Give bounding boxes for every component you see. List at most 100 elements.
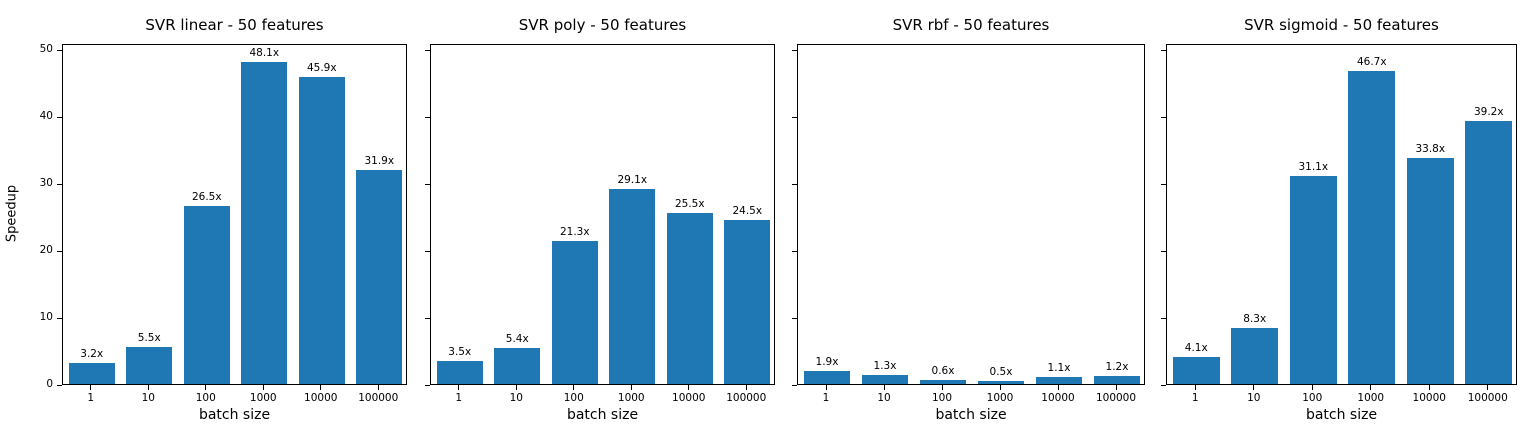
- x-tick-label: 10: [509, 392, 523, 404]
- y-tick-mark: [792, 384, 797, 386]
- chart-title: SVR sigmoid - 50 features: [1244, 16, 1439, 34]
- x-tick-mark: [1370, 385, 1372, 390]
- bar: [1348, 71, 1396, 384]
- y-tick-label: 20: [39, 244, 53, 256]
- bar: [666, 213, 713, 384]
- y-tick-mark: [57, 250, 62, 252]
- x-tick-mark: [458, 385, 460, 390]
- bar: [1093, 375, 1141, 384]
- x-tick-label: 1: [87, 392, 95, 404]
- bar: [68, 362, 115, 384]
- bar: [494, 347, 541, 384]
- plot-area: 3.5x 5.4x 21.3x 29.1x 25.5x 24.5x: [430, 44, 775, 385]
- y-tick-mark: [57, 49, 62, 51]
- x-tick-label: 100: [931, 392, 953, 404]
- x-tick-label: 100000: [1095, 392, 1137, 404]
- bar: [126, 347, 173, 384]
- x-tick-mark: [1057, 385, 1059, 390]
- x-tick-mark: [745, 385, 747, 390]
- x-tick-label: 1000: [249, 392, 277, 404]
- bar-value-label: 4.1x: [1184, 341, 1208, 354]
- bar-value-label: 3.2x: [80, 347, 104, 360]
- x-tick-label: 100000: [1467, 392, 1508, 404]
- x-tick-mark: [320, 385, 322, 390]
- y-tick-mark: [792, 183, 797, 185]
- y-tick-mark: [425, 49, 430, 51]
- bar-value-label: 5.4x: [505, 332, 529, 345]
- bar: [356, 170, 403, 384]
- x-tick-mark: [262, 385, 264, 390]
- bar-value-label: 24.5x: [732, 204, 763, 217]
- y-tick-mark: [57, 116, 62, 118]
- x-tick-label: 100: [1302, 392, 1323, 404]
- x-tick-mark: [1428, 385, 1430, 390]
- x-tick-label: 100000: [726, 392, 767, 404]
- x-tick-mark: [147, 385, 149, 390]
- y-tick-mark: [792, 116, 797, 118]
- x-axis-label: batch size: [566, 407, 639, 423]
- y-tick-mark: [792, 49, 797, 51]
- bar-value-label: 48.1x: [249, 46, 280, 59]
- x-tick-mark: [573, 385, 575, 390]
- bar: [1289, 175, 1337, 384]
- bar: [919, 379, 967, 384]
- y-tick-mark: [1161, 116, 1166, 118]
- y-tick-mark: [1161, 49, 1166, 51]
- bar-value-label: 3.5x: [448, 345, 472, 358]
- y-tick-label: 50: [39, 43, 53, 56]
- x-tick-label: 100000: [358, 392, 399, 404]
- y-tick-mark: [425, 317, 430, 319]
- x-tick-label: 10000: [1412, 392, 1446, 404]
- bar-value-label: 45.9x: [306, 61, 337, 74]
- x-tick-mark: [1115, 385, 1117, 390]
- x-tick-label: 1: [1191, 392, 1199, 404]
- bar-value-label: 26.5x: [191, 191, 222, 204]
- bar-value-label: 0.5x: [989, 365, 1013, 378]
- bar-value-label: 25.5x: [674, 198, 705, 211]
- x-tick-label: 10: [141, 392, 155, 404]
- x-tick-label: 1: [455, 392, 463, 404]
- bar-value-label: 29.1x: [617, 174, 648, 187]
- bar-value-label: 46.7x: [1356, 56, 1387, 69]
- bar: [1172, 356, 1220, 384]
- bar-value-label: 8.3x: [1243, 313, 1267, 326]
- x-tick-mark: [1253, 385, 1255, 390]
- x-axis-label: batch size: [1305, 407, 1378, 423]
- bar-value-label: 21.3x: [559, 226, 590, 239]
- bar-value-label: 31.1x: [1298, 160, 1329, 173]
- bar: [298, 76, 345, 384]
- bar: [609, 189, 656, 384]
- x-tick-mark: [515, 385, 517, 390]
- y-tick-mark: [57, 183, 62, 185]
- bar: [861, 375, 909, 384]
- chart-title: SVR rbf - 50 features: [892, 16, 1050, 34]
- x-tick-mark: [941, 385, 943, 390]
- x-tick-label: 1000: [986, 392, 1014, 404]
- x-tick-label: 1: [822, 392, 830, 404]
- bar-value-label: 39.2x: [1473, 106, 1504, 119]
- y-tick-label: 40: [39, 110, 53, 123]
- x-tick-label: 100: [563, 392, 584, 404]
- x-tick-label: 10000: [304, 392, 338, 404]
- plot-area: 1.9x 1.3x 0.6x 0.5x 1.1x 1.2x: [797, 44, 1145, 385]
- y-tick-mark: [425, 384, 430, 386]
- x-tick-mark: [630, 385, 632, 390]
- y-tick-mark: [1161, 384, 1166, 386]
- bar-value-label: 1.1x: [1047, 361, 1071, 374]
- bar: [724, 219, 771, 384]
- y-tick-label: 10: [39, 311, 53, 323]
- bar: [436, 360, 483, 384]
- x-axis-label: batch size: [935, 407, 1007, 423]
- bar-value-label: 1.3x: [873, 360, 897, 373]
- y-tick-mark: [425, 250, 430, 252]
- bar: [183, 206, 230, 384]
- plot-area: 4.1x 8.3x 31.1x 46.7x 33.8x 39.2x: [1166, 44, 1517, 385]
- plot-area: 3.2x 5.5x 26.5x 48.1x 45.9x 31.9x: [62, 44, 407, 385]
- y-tick-mark: [792, 317, 797, 319]
- y-tick-mark: [792, 250, 797, 252]
- y-tick-mark: [1161, 250, 1166, 252]
- x-axis-label: batch size: [198, 407, 271, 423]
- y-tick-mark: [1161, 183, 1166, 185]
- bar-value-label: 31.9x: [364, 155, 395, 168]
